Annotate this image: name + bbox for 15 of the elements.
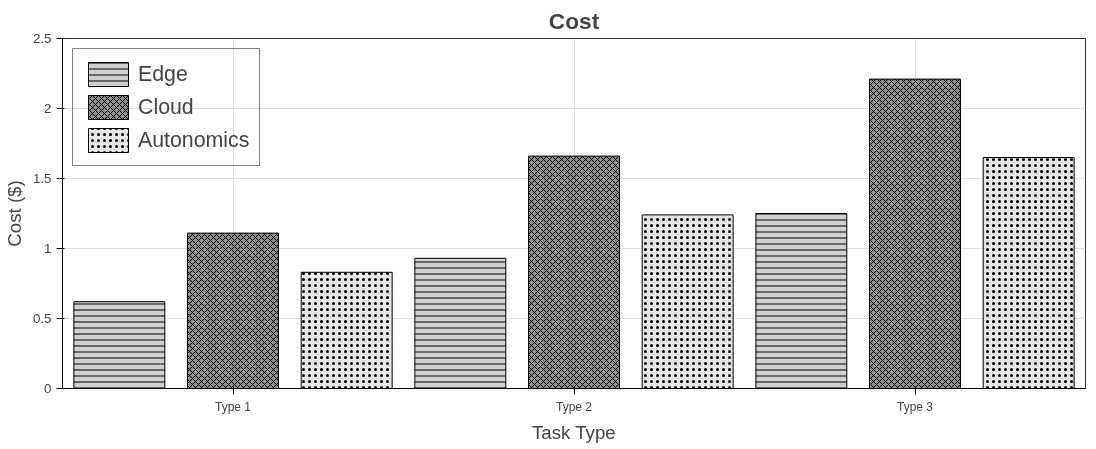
legend-label: Edge	[138, 61, 188, 87]
legend-label: Autonomics	[138, 127, 250, 153]
chart-title: Cost	[548, 7, 600, 34]
x-axis-title: Task Type	[532, 421, 616, 443]
y-axis-title: Cost ($)	[3, 180, 25, 247]
y-tick-label: 1.5	[32, 171, 52, 186]
y-tick-label: 1	[44, 241, 52, 256]
x-tick-label: Type 1	[214, 399, 252, 414]
y-tick-label: 0.5	[32, 311, 52, 326]
y-tick-label: 2.5	[32, 31, 52, 46]
x-tick-label: Type 2	[555, 399, 593, 414]
legend-label: Cloud	[138, 94, 194, 120]
y-tick-label: 0	[44, 381, 52, 396]
y-tick-label: 2	[44, 101, 52, 116]
x-tick-label: Type 3	[896, 399, 934, 414]
